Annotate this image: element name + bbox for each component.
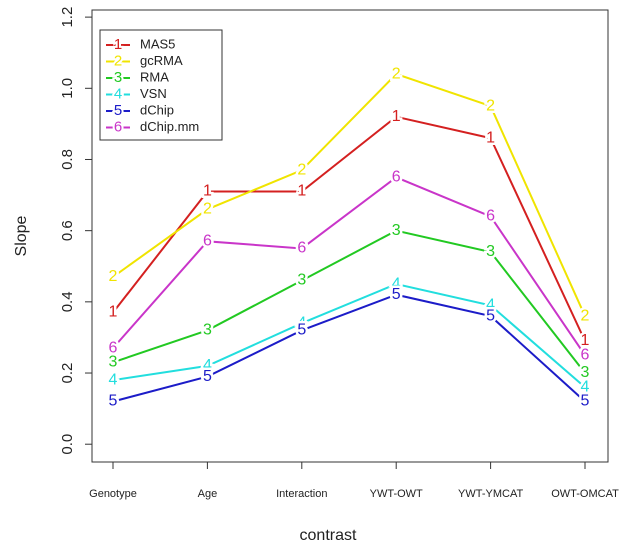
legend-marker: 1 <box>114 36 122 53</box>
series-line <box>112 176 586 356</box>
x-tick-label: Genotype <box>89 488 137 500</box>
x-tick-label: Age <box>198 488 218 500</box>
legend-marker: 4 <box>114 85 122 102</box>
point-marker: 6 <box>486 208 495 225</box>
point-marker: 6 <box>109 339 118 356</box>
point-marker: 1 <box>392 108 401 125</box>
legend-label: MAS5 <box>140 36 175 51</box>
point-marker: 6 <box>203 233 212 250</box>
point-marker: 2 <box>297 161 306 178</box>
y-tick-label: 0.6 <box>59 220 76 241</box>
point-marker: 3 <box>392 222 401 239</box>
point-marker: 1 <box>109 304 118 321</box>
x-tick-label: Interaction <box>276 488 327 500</box>
point-marker: 1 <box>486 129 495 146</box>
point-marker: 5 <box>392 286 401 303</box>
legend-label: VSN <box>140 86 167 101</box>
point-marker: 3 <box>581 364 590 381</box>
point-marker: 5 <box>486 307 495 324</box>
legend-label: gcRMA <box>140 53 183 68</box>
plot-frame <box>91 9 609 463</box>
point-marker: 4 <box>486 297 495 314</box>
y-axis-label: Slope <box>13 215 30 256</box>
point-marker: 2 <box>581 307 590 324</box>
y-tick-label: 0.4 <box>59 291 76 312</box>
x-tick-label: YWT-OWT <box>370 488 423 500</box>
point-marker: 2 <box>392 65 401 82</box>
point-marker: 4 <box>203 357 212 374</box>
legend-label: dChip <box>140 102 174 117</box>
point-marker: 1 <box>297 183 306 200</box>
series-line <box>112 293 586 403</box>
point-marker: 3 <box>109 354 118 371</box>
y-tick-label: 1.2 <box>59 7 76 28</box>
point-marker: 4 <box>392 275 401 292</box>
point-marker: 2 <box>203 201 212 218</box>
point-marker: 3 <box>203 322 212 339</box>
series-line <box>112 72 586 317</box>
point-marker: 1 <box>203 183 212 200</box>
legend-marker: 5 <box>114 102 122 119</box>
legend-marker: 6 <box>114 118 122 135</box>
point-marker: 5 <box>581 393 590 410</box>
y-tick-label: 0.0 <box>59 434 76 455</box>
point-marker: 6 <box>392 168 401 185</box>
y-tick-label: 0.8 <box>59 149 76 170</box>
y-tick-label: 0.2 <box>59 363 76 384</box>
series-line <box>112 115 586 342</box>
x-tick-label: YWT-YMCAT <box>458 488 523 500</box>
point-marker: 1 <box>581 332 590 349</box>
point-marker: 4 <box>109 371 118 388</box>
point-marker: 2 <box>486 97 495 114</box>
series-line <box>112 229 586 374</box>
y-tick-label: 1.0 <box>59 78 76 99</box>
legend-box <box>99 29 223 141</box>
point-marker: 4 <box>581 378 590 395</box>
point-marker: 3 <box>486 243 495 260</box>
point-marker: 5 <box>297 322 306 339</box>
point-marker: 2 <box>109 268 118 285</box>
point-marker: 5 <box>109 393 118 410</box>
point-marker: 6 <box>581 346 590 363</box>
legend-label: dChip.mm <box>140 119 199 134</box>
point-marker: 3 <box>297 272 306 289</box>
legend-marker: 3 <box>114 69 122 86</box>
point-marker: 6 <box>297 240 306 257</box>
legend-marker: 2 <box>114 52 122 69</box>
point-marker: 5 <box>203 368 212 385</box>
x-tick-label: OWT-OMCAT <box>551 488 619 500</box>
legend-label: RMA <box>140 69 169 84</box>
series-line <box>112 283 586 389</box>
x-axis-label: contrast <box>300 527 357 544</box>
